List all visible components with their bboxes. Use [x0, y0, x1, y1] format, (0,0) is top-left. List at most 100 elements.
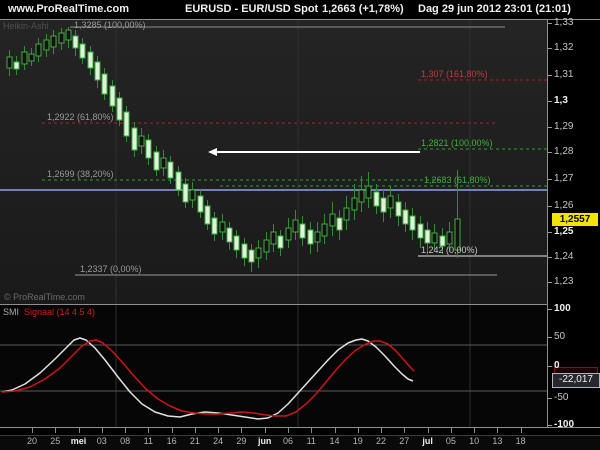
- candle[interactable]: [292, 219, 299, 233]
- axis-tick-label: 0: [554, 360, 560, 371]
- candle[interactable]: [138, 135, 145, 147]
- candle[interactable]: [277, 235, 284, 249]
- candle[interactable]: [145, 139, 152, 159]
- time-axis-label: 27: [399, 436, 410, 446]
- candle[interactable]: [116, 97, 123, 121]
- annotation-arrow-head[interactable]: [208, 148, 217, 156]
- time-axis-label: 11: [143, 436, 154, 446]
- axis-tick: [548, 337, 552, 338]
- candle[interactable]: [431, 232, 438, 244]
- candle[interactable]: [343, 207, 350, 221]
- candle[interactable]: [123, 111, 130, 137]
- candle[interactable]: [94, 61, 101, 81]
- candle[interactable]: [79, 43, 86, 59]
- time-axis-label: 29: [236, 436, 247, 446]
- fib-level-label: 1,2922 (61,80%): [47, 112, 114, 122]
- axis-tick: [548, 152, 552, 153]
- candle[interactable]: [263, 239, 270, 253]
- time-axis-tick: [125, 428, 127, 433]
- value-axis[interactable]: 1,2557 -22,017 1,33 1,32 1,31 1,3 1,29 1,28 1,…: [547, 17, 600, 430]
- time-axis-strip: [0, 427, 600, 436]
- candle[interactable]: [204, 205, 211, 225]
- candle[interactable]: [365, 185, 372, 199]
- candle[interactable]: [314, 231, 321, 243]
- candle[interactable]: [358, 189, 365, 203]
- time-axis-tick: [450, 428, 452, 433]
- instrument-title: EURUSD - EUR/USD Spot: [185, 3, 319, 15]
- axis-tick: [548, 366, 552, 367]
- timeframe-time: Dag 29 jun 2012 23:01 (21:01): [418, 3, 571, 15]
- candle[interactable]: [439, 235, 446, 247]
- time-axis[interactable]: 20 25 mei 03 08 11 16 21 24 29 jun 06 11 14 19 22 27 jul 0…: [0, 427, 600, 450]
- candle[interactable]: [6, 56, 13, 69]
- axis-tick: [548, 398, 552, 399]
- candle[interactable]: [270, 231, 277, 245]
- candle[interactable]: [175, 171, 182, 191]
- candle[interactable]: [50, 35, 57, 48]
- candle[interactable]: [402, 209, 409, 225]
- smi-value-badge: -22,017: [552, 373, 600, 388]
- candle[interactable]: [197, 195, 204, 213]
- candle[interactable]: [336, 217, 343, 231]
- candle[interactable]: [189, 189, 196, 201]
- time-axis-tick: [194, 428, 196, 433]
- candle[interactable]: [329, 213, 336, 227]
- candle[interactable]: [409, 215, 416, 231]
- candle[interactable]: [58, 32, 65, 44]
- candle[interactable]: [233, 235, 240, 251]
- candle[interactable]: [28, 53, 35, 62]
- candle[interactable]: [35, 43, 42, 57]
- candle[interactable]: [219, 221, 226, 233]
- candle[interactable]: [153, 151, 160, 171]
- candle[interactable]: [131, 127, 138, 151]
- axis-tick-label: -100: [554, 419, 575, 430]
- candle[interactable]: [167, 161, 174, 179]
- time-axis-label: 10: [469, 436, 480, 446]
- candle[interactable]: [21, 51, 28, 65]
- candle[interactable]: [395, 201, 402, 217]
- candle[interactable]: [211, 217, 218, 235]
- time-axis-tick: [78, 428, 80, 433]
- candle[interactable]: [226, 227, 233, 243]
- candle[interactable]: [248, 249, 255, 263]
- candle[interactable]: [160, 157, 167, 169]
- candle[interactable]: [255, 247, 262, 259]
- candle[interactable]: [182, 183, 189, 203]
- smi-canvas[interactable]: [0, 305, 547, 427]
- candle[interactable]: [65, 29, 72, 41]
- price-chart-pane[interactable]: Heikin-Ashi © ProRealTime.com 1,3285 (10…: [0, 20, 547, 304]
- candle[interactable]: [72, 35, 79, 49]
- candle[interactable]: [387, 195, 394, 209]
- candle[interactable]: [373, 191, 380, 207]
- candle[interactable]: [321, 223, 328, 237]
- time-axis-tick: [381, 428, 383, 433]
- candle[interactable]: [351, 197, 358, 211]
- candle[interactable]: [307, 229, 314, 245]
- axis-tick-label: 1,23: [554, 276, 574, 287]
- pane-separator[interactable]: [0, 304, 600, 305]
- candle[interactable]: [285, 227, 292, 241]
- smi-indicator-pane[interactable]: SMI Signaal (14 4 5 4): [0, 305, 547, 427]
- axis-tick-label: 1,27: [554, 173, 574, 184]
- candle[interactable]: [87, 51, 94, 69]
- price-chart-canvas[interactable]: [0, 20, 547, 304]
- candle[interactable]: [454, 218, 461, 251]
- candle[interactable]: [43, 39, 50, 51]
- candle[interactable]: [446, 231, 453, 245]
- smi-signal-line[interactable]: [1, 339, 415, 417]
- candle[interactable]: [299, 223, 306, 239]
- axis-tick-label: 50: [554, 331, 566, 342]
- candle[interactable]: [241, 243, 248, 259]
- axis-tick-label: 1,31: [554, 69, 574, 80]
- site-link[interactable]: www.ProRealTime.com: [8, 3, 130, 15]
- axis-tick: [548, 425, 552, 426]
- candle[interactable]: [109, 85, 116, 107]
- candle[interactable]: [101, 73, 108, 95]
- smi-line[interactable]: [1, 337, 414, 420]
- fib-level-label: 1,2337 (0,00%): [80, 264, 142, 274]
- candle[interactable]: [13, 61, 20, 70]
- candle[interactable]: [424, 229, 431, 244]
- fib-level-label: 1,307 (161,80%): [421, 69, 488, 79]
- candle[interactable]: [380, 197, 387, 213]
- candle[interactable]: [417, 223, 424, 239]
